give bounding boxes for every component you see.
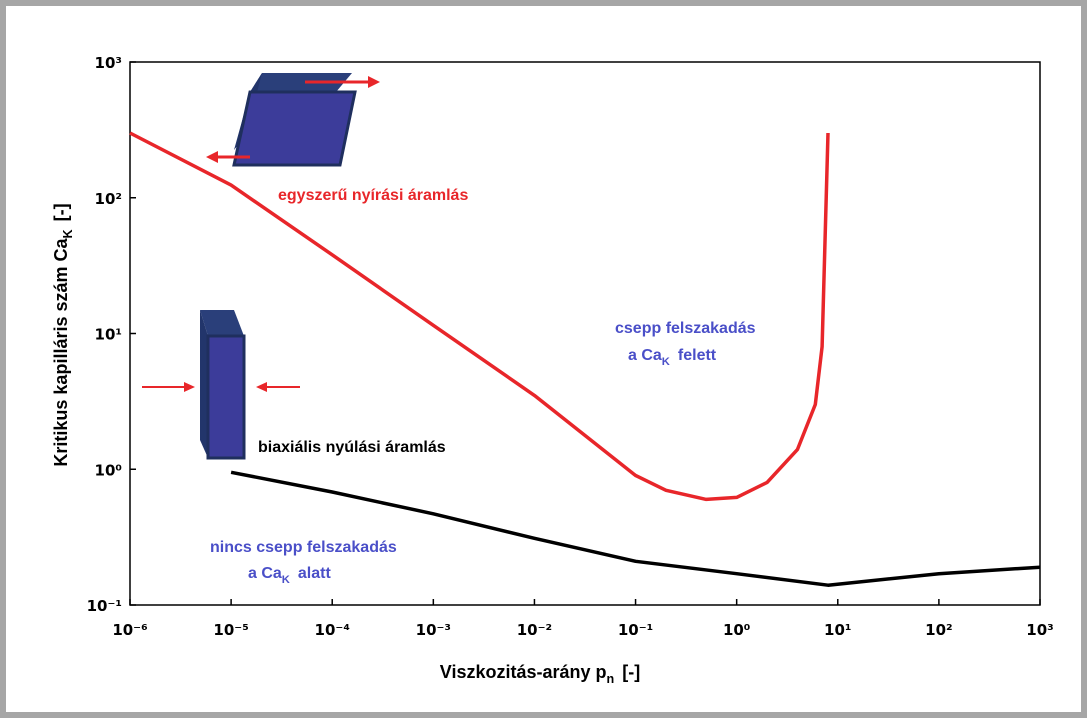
x-tick-label: 10² — [925, 621, 952, 639]
annotation: biaxiális nyúlási áramlás — [258, 439, 446, 456]
shear-cube-icon — [206, 73, 380, 167]
x-tick-label: 10⁻⁵ — [213, 621, 248, 639]
x-tick-label: 10³ — [1026, 621, 1053, 639]
annotation-after: felett — [678, 347, 717, 364]
annotation: nincs csepp felszakadás — [210, 539, 397, 556]
y-tick-label: 10¹ — [95, 326, 122, 344]
annotation-main: biaxiális nyúlási áramlás — [258, 439, 446, 456]
x-axis-label-main: Viszkozitás-arány p — [440, 662, 607, 682]
x-tick-label: 10⁻¹ — [618, 621, 653, 639]
annotation-sub: K — [282, 574, 290, 586]
annotation: csepp felszakadás — [615, 320, 756, 337]
annotation-main: csepp felszakadás — [615, 320, 756, 337]
x-tick-label: 10⁻³ — [416, 621, 451, 639]
x-tick-label: 10⁻⁶ — [112, 621, 147, 639]
y-axis-label-main: Kritikus kapilláris szám Ca — [51, 238, 71, 467]
y-tick-label: 10⁰ — [95, 461, 122, 479]
annotation: a CaK felett — [628, 347, 717, 368]
x-tick-label: 10⁻⁴ — [315, 621, 350, 639]
x-tick-label: 10⁰ — [723, 621, 750, 639]
x-axis-label: Viszkozitás-arány pn [-] — [440, 662, 640, 686]
y-axis-label: Kritikus kapilláris szám CaK [-] — [51, 203, 75, 466]
y-tick-label: 10³ — [95, 54, 122, 72]
y-axis-label-sub: K — [61, 229, 75, 238]
x-axis-label-after: [-] — [622, 662, 640, 682]
y-axis-label-after: [-] — [51, 203, 71, 221]
annotation-main: nincs csepp felszakadás — [210, 539, 397, 556]
annotation-after: alatt — [298, 565, 332, 582]
annotation-sub: K — [662, 356, 670, 368]
x-tick-label: 10⁻² — [517, 621, 552, 639]
annotation-main: a Ca — [628, 347, 662, 364]
biaxial-box-icon — [142, 310, 300, 460]
series-line — [230, 470, 1041, 587]
annotation: egyszerű nyírási áramlás — [278, 187, 468, 204]
y-tick-label: 10² — [95, 190, 122, 208]
annotation-main: egyszerű nyírási áramlás — [278, 187, 468, 204]
annotation-main: a Ca — [248, 565, 282, 582]
y-tick-label: 10⁻¹ — [87, 597, 122, 615]
x-axis-label-sub: n — [607, 672, 615, 686]
series-line — [129, 131, 830, 502]
annotation: a CaK alatt — [248, 565, 331, 586]
x-tick-label: 10¹ — [824, 621, 851, 639]
